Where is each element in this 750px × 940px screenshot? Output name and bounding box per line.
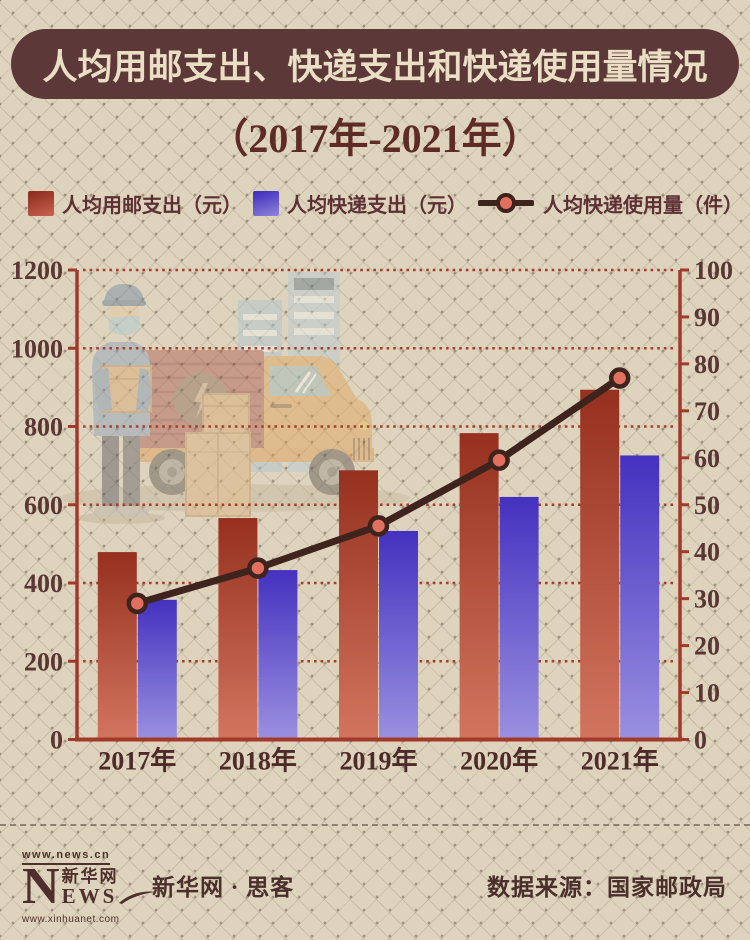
left-tick-label: 0 (50, 726, 63, 755)
logo-swoosh-icon (119, 890, 157, 904)
right-tick-label: 60 (694, 444, 720, 473)
postal-bar (459, 433, 499, 740)
usage-line-marker (247, 557, 269, 579)
xinhuanet-logo: www.news.cn N 新华网 EWS www.xinhuanet.com (22, 845, 157, 925)
page-title: 人均用邮支出、快递支出和快递使用量情况 (42, 47, 708, 87)
express-bar (137, 599, 177, 740)
express-bar (379, 530, 418, 740)
legend-label-postal: 人均用邮支出（元） (62, 194, 242, 217)
right-tick-label: 20 (694, 632, 720, 661)
left-tick-label: 400 (24, 569, 63, 598)
data-source-label: 数据来源：国家邮政局 (487, 875, 727, 900)
right-tick-label: 70 (694, 397, 720, 426)
logo-url-top: www.news.cn (22, 849, 111, 865)
title-banner: 人均用邮支出、快递支出和快递使用量情况 (11, 29, 739, 99)
x-category-label: 2019年 (339, 746, 417, 776)
logo-cn-text: 新华网 (61, 867, 119, 886)
usage-line-marker (126, 592, 149, 615)
right-tick-label: 30 (694, 585, 720, 614)
page-subtitle: （2017年-2021年） (208, 116, 542, 161)
left-tick-label: 200 (24, 647, 63, 676)
usage-line-marker (488, 449, 510, 471)
left-tick-label: 1200 (11, 256, 63, 285)
courier-icon (77, 284, 165, 524)
postal-bar (339, 470, 378, 740)
blue-bar-swatch-icon (253, 190, 279, 216)
express-bar (258, 570, 298, 740)
legend-item-express: 人均快递支出（元） (253, 189, 467, 218)
usage-line-marker (608, 367, 631, 389)
right-tick-label: 10 (694, 679, 720, 708)
right-tick-label: 80 (694, 350, 720, 379)
buildings-icon (238, 272, 340, 472)
legend-item-usage: 人均快递使用量（件） (478, 189, 743, 218)
legend-item-postal: 人均用邮支出（元） (28, 189, 242, 218)
right-tick-label: 40 (694, 538, 720, 567)
postal-bar (218, 518, 258, 740)
x-category-label: 2020年 (460, 746, 538, 776)
postal-bar (580, 389, 620, 740)
postal-bar (97, 552, 137, 740)
usage-line-marker (367, 515, 390, 537)
logo-url-bottom: www.xinhuanet.com (22, 914, 120, 925)
logo-ews-text: EWS (62, 886, 158, 907)
left-tick-label: 800 (24, 413, 63, 442)
usage-line (133, 374, 624, 607)
site-label: 新华网 · 思客 (152, 875, 295, 900)
right-tick-label: 90 (694, 303, 720, 332)
legend-label-usage: 人均快递使用量（件） (543, 194, 743, 217)
right-tick-label: 100 (694, 256, 733, 285)
red-bar-swatch-icon (28, 190, 54, 216)
line-marker-swatch-icon (478, 193, 534, 213)
right-tick-label: 0 (694, 726, 707, 755)
footer-divider (0, 824, 750, 826)
left-tick-label: 1000 (11, 334, 63, 363)
x-category-label: 2021年 (581, 746, 659, 776)
x-category-label: 2018年 (219, 746, 297, 776)
boxes-icon (185, 393, 251, 517)
chart-legend: 人均用邮支出（元） 人均快递支出（元） 人均快递使用量（件） (28, 188, 743, 218)
logo-letter-n: N (22, 858, 60, 915)
legend-label-express: 人均快递支出（元） (287, 194, 467, 217)
express-bar (499, 496, 539, 740)
right-tick-label: 50 (694, 491, 720, 520)
express-bar (620, 455, 660, 740)
x-category-label: 2017年 (98, 746, 176, 776)
xinhuanet-logo-mark: N 新华网 EWS (22, 858, 157, 915)
left-tick-label: 600 (24, 491, 63, 520)
